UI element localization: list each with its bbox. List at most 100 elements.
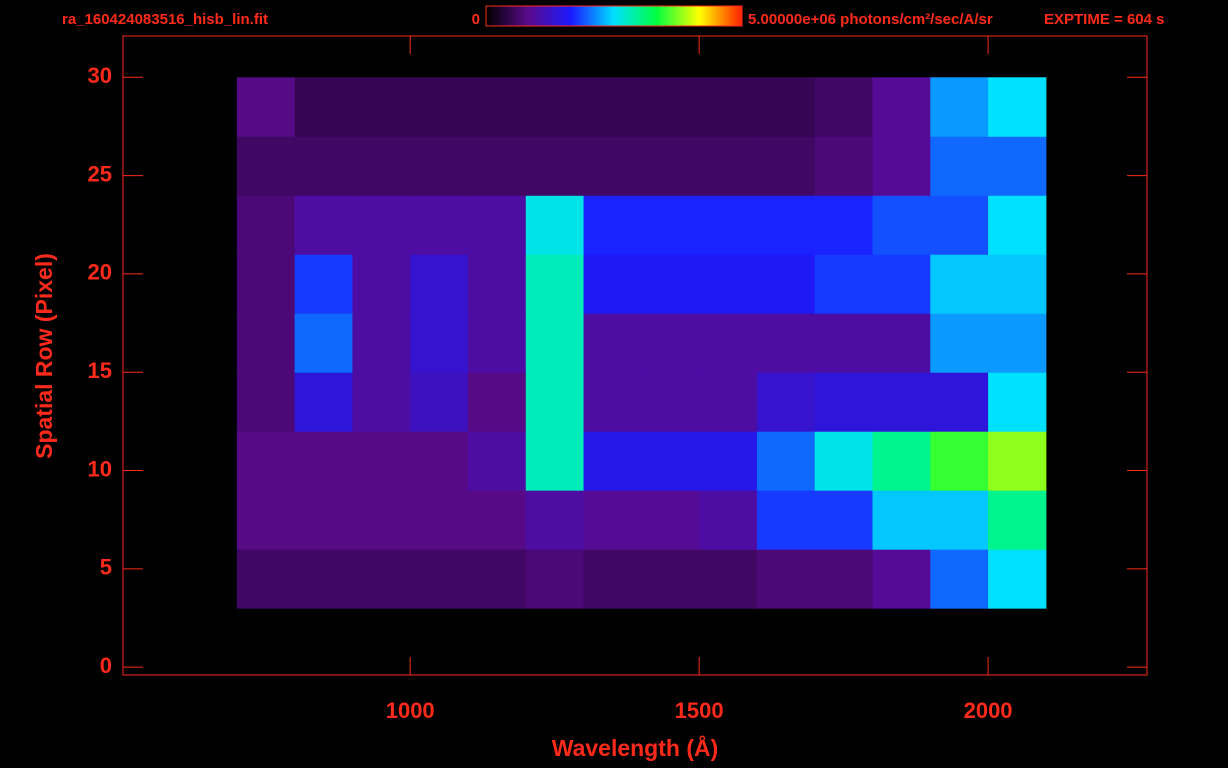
heatmap-cell <box>236 254 296 314</box>
heatmap-cell <box>930 136 989 196</box>
heatmap-cell <box>467 549 527 609</box>
heatmap-cell <box>525 549 585 609</box>
heatmap-cell <box>756 136 816 196</box>
heatmap-cell <box>756 431 816 491</box>
heatmap-cell <box>236 549 296 609</box>
heatmap-cell <box>294 77 353 137</box>
heatmap-cell <box>352 136 411 196</box>
heatmap-cell <box>641 431 700 491</box>
x-tick-label: 2000 <box>964 698 1013 723</box>
heatmap-cell <box>583 254 642 314</box>
heatmap-cell <box>236 195 296 255</box>
heatmap-cell <box>525 372 585 432</box>
heatmap-cell <box>756 195 816 255</box>
chart-title: ra_160424083516_hisb_lin.fit <box>62 11 268 28</box>
heatmap-cell <box>699 431 758 491</box>
heatmap-cell <box>352 431 411 491</box>
heatmap-cell <box>930 254 989 314</box>
heatmap-cell <box>988 549 1047 609</box>
colorbar-label: 0 <box>472 11 480 28</box>
heatmap-cell <box>930 77 989 137</box>
heatmap-cell <box>814 431 874 491</box>
heatmap-cell <box>930 372 989 432</box>
heatmap-cell <box>467 77 527 137</box>
heatmap-cell <box>872 136 931 196</box>
heatmap-cell <box>641 372 700 432</box>
heatmap-cell <box>756 254 816 314</box>
heatmap-cell <box>467 136 527 196</box>
heatmap-cell <box>294 549 353 609</box>
heatmap-cell <box>583 77 642 137</box>
heatmap-cell <box>583 431 642 491</box>
heatmap-cell <box>641 254 700 314</box>
heatmap-cell <box>641 77 700 137</box>
heatmap-cell <box>525 431 585 491</box>
heatmap-cell <box>525 136 585 196</box>
heatmap-cell <box>872 254 931 314</box>
plot-frame <box>122 35 1148 676</box>
heatmap-cell <box>467 431 527 491</box>
heatmap-cell <box>641 136 700 196</box>
x-tick-label: 1000 <box>386 698 435 723</box>
heatmap-cell <box>525 313 585 373</box>
heatmap-cell <box>525 254 585 314</box>
y-axis-label: Spatial Row (Pixel) <box>31 253 57 459</box>
heatmap-cell <box>410 77 469 137</box>
heatmap-cell <box>352 490 411 550</box>
heatmap-cell <box>814 77 874 137</box>
heatmap-cell <box>525 490 585 550</box>
heatmap-cell <box>525 195 585 255</box>
heatmap-cell <box>988 431 1047 491</box>
heatmap-cell <box>930 313 989 373</box>
heatmap-cell <box>641 549 700 609</box>
heatmap-cell <box>583 313 642 373</box>
heatmap-cell <box>814 549 874 609</box>
heatmap-cell <box>352 77 411 137</box>
heatmap-cell <box>352 195 411 255</box>
heatmap-cell <box>467 254 527 314</box>
heatmap-cell <box>872 490 931 550</box>
x-axis-label: Wavelength (Å) <box>552 734 719 761</box>
heatmap-cell <box>814 195 874 255</box>
x-tick-label: 1500 <box>675 698 724 723</box>
heatmap-cell <box>236 490 296 550</box>
heatmap-cell <box>988 313 1047 373</box>
y-tick-label: 20 <box>88 260 112 285</box>
heatmap-cell <box>583 490 642 550</box>
heatmap-cell <box>699 490 758 550</box>
heatmap-cell <box>236 313 296 373</box>
heatmap-cell <box>699 549 758 609</box>
heatmap-cell <box>814 490 874 550</box>
heatmap-cell <box>988 136 1047 196</box>
heatmap-cell <box>756 490 816 550</box>
heatmap-cell <box>467 372 527 432</box>
heatmap-cell <box>467 313 527 373</box>
heatmap-cell <box>872 372 931 432</box>
heatmap-cell <box>699 313 758 373</box>
heatmap-cell <box>236 372 296 432</box>
heatmap-cell <box>352 549 411 609</box>
y-tick-label: 5 <box>100 555 112 580</box>
heatmap-cell <box>410 136 469 196</box>
heatmap-cell <box>294 136 353 196</box>
heatmap-cell <box>583 549 642 609</box>
heatmap-cell <box>525 77 585 137</box>
heatmap-cell <box>583 372 642 432</box>
y-tick-label: 30 <box>88 63 112 88</box>
heatmap-cell <box>872 549 931 609</box>
heatmap-cell <box>352 372 411 432</box>
heatmap-cell <box>294 431 353 491</box>
y-tick-label: 10 <box>88 456 112 481</box>
heatmap-cell <box>699 77 758 137</box>
heatmap-cell <box>930 549 989 609</box>
heatmap-cell <box>699 372 758 432</box>
heatmap-cell <box>294 372 353 432</box>
colorbar-label: 5.00000e+06 photons/cm²/sec/A/sr <box>748 11 993 28</box>
heatmap-cell <box>872 431 931 491</box>
heatmap-cell <box>872 195 931 255</box>
heatmap-cell <box>814 136 874 196</box>
heatmap-cell <box>988 254 1047 314</box>
heatmap-cell <box>583 136 642 196</box>
heatmap-cell <box>583 195 642 255</box>
